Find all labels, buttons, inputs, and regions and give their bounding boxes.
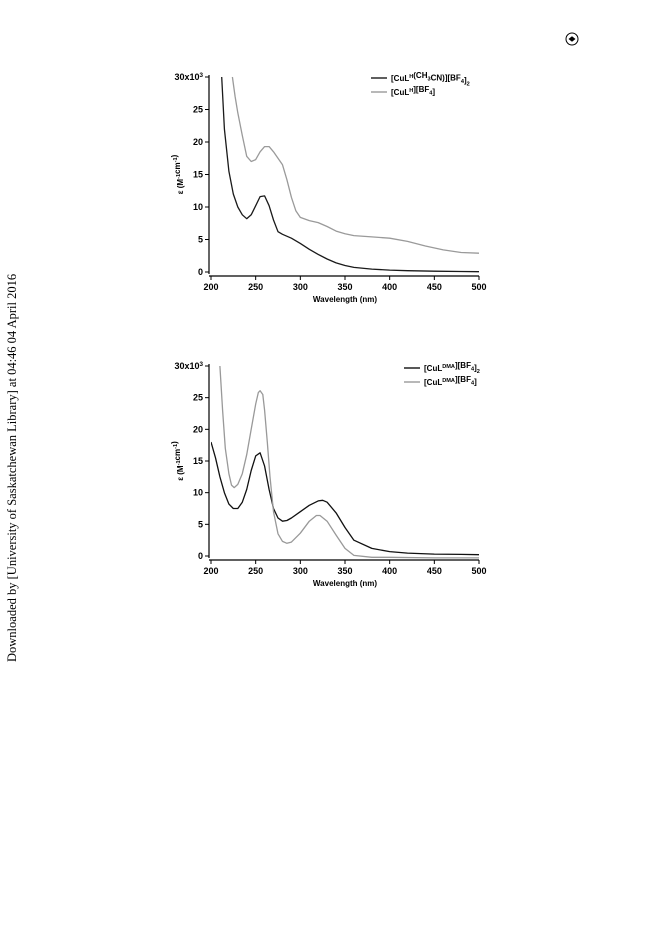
x-axis-title: Wavelength (nm) [313,579,377,588]
series-line-1 [211,441,479,556]
series-line-2 [231,76,479,254]
x-tick-label: 300 [293,282,308,292]
x-tick-label: 250 [248,282,263,292]
y-tick-label: 0 [198,551,203,561]
x-tick-label: 500 [471,282,486,292]
y-tick-label: 20 [193,424,203,434]
x-tick-label: 400 [382,566,397,576]
y-top-tick-label: 30x103 [174,72,203,82]
x-tick-label: 200 [203,566,218,576]
legend-label-1: [CuLDMA][BF4]2 [424,361,480,375]
x-tick-label: 450 [427,566,442,576]
x-tick-label: 350 [337,566,352,576]
y-tick-label: 0 [198,267,203,277]
y-axis-title: ε (M-1cm-1) [170,441,185,481]
y-tick-label: 15 [193,456,203,466]
legend-label-2: [CuLH][BF4] [391,85,435,97]
y-tick-label: 5 [198,519,203,529]
legend-label-1: [CuLH(CH3CN)][BF4]2 [391,71,470,88]
y-top-tick-label: 30x103 [174,361,203,371]
y-axis-title: ε (M-1cm-1) [170,154,185,194]
y-tick-label: 20 [193,137,203,147]
y-tick-label: 10 [193,202,203,212]
y-tick-label: 10 [193,488,203,498]
x-tick-label: 500 [471,566,486,576]
series-line-2 [219,365,479,559]
x-tick-label: 450 [427,282,442,292]
x-tick-label: 250 [248,566,263,576]
x-tick-label: 400 [382,282,397,292]
x-tick-label: 350 [337,282,352,292]
x-tick-label: 300 [293,566,308,576]
y-tick-label: 5 [198,235,203,245]
legend-label-2: [CuLDMA][BF4] [424,375,477,387]
x-axis-title: Wavelength (nm) [313,295,377,304]
y-tick-label: 25 [193,105,203,115]
y-tick-label: 25 [193,393,203,403]
x-tick-label: 200 [203,282,218,292]
publisher-logo-icon [565,32,579,46]
y-tick-label: 15 [193,170,203,180]
series-line-1 [221,76,479,273]
